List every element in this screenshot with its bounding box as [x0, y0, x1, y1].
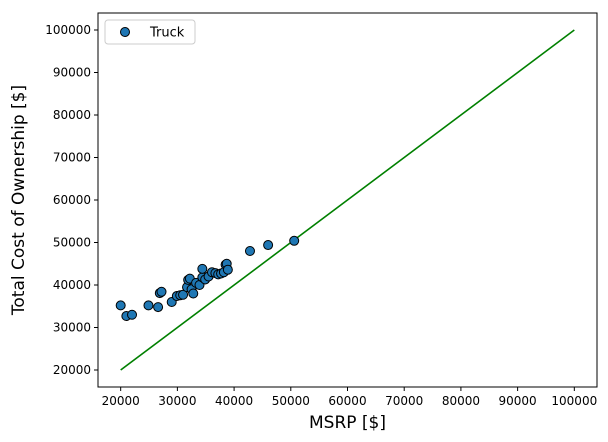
x-tick-label: 30000: [158, 394, 196, 408]
data-point: [156, 286, 167, 297]
x-tick-label: 80000: [442, 394, 480, 408]
data-point: [197, 263, 208, 274]
x-tick-label: 70000: [385, 394, 423, 408]
y-tick-label: 40000: [53, 278, 91, 292]
y-tick-label: 90000: [53, 66, 91, 80]
y-tick-label: 60000: [53, 193, 91, 207]
data-point: [188, 288, 199, 299]
x-axis-ticks: 20000 30000 40000 50000 60000 70000 80000 90000…: [102, 387, 597, 408]
y-tick-label: 80000: [53, 108, 91, 122]
x-tick-label: 60000: [328, 394, 366, 408]
data-point: [178, 289, 189, 300]
y-tick-label: 50000: [53, 236, 91, 250]
x-tick-label: 50000: [272, 394, 310, 408]
data-point: [127, 309, 138, 320]
reference-line: [120, 29, 575, 371]
x-tick-label: 100000: [551, 394, 597, 408]
reference-line-layer: [120, 29, 575, 371]
legend-label-truck: Truck: [149, 26, 185, 41]
x-tick-label: 40000: [215, 394, 253, 408]
x-axis-label: MSRP [$]: [309, 413, 386, 433]
data-point: [153, 302, 164, 313]
x-tick-label: 90000: [499, 394, 537, 408]
legend-marker-truck: [120, 27, 130, 37]
data-point: [289, 235, 300, 246]
data-point: [244, 246, 255, 256]
legend: Truck: [104, 19, 196, 45]
y-axis-label: Total Cost of Ownership [$]: [9, 85, 29, 316]
data-point: [263, 240, 274, 251]
y-tick-label: 30000: [53, 321, 91, 335]
data-point: [222, 264, 233, 275]
y-axis-ticks: 20000 30000 40000 50000 60000 70000 80000 90000…: [45, 23, 98, 377]
y-tick-label: 20000: [53, 363, 91, 377]
y-tick-label: 100000: [45, 23, 91, 37]
data-point: [143, 300, 154, 311]
legend-box: [104, 19, 196, 45]
data-points-layer: [115, 235, 300, 322]
data-point: [115, 300, 126, 311]
y-tick-label: 70000: [53, 151, 91, 165]
x-tick-label: 20000: [102, 394, 140, 408]
